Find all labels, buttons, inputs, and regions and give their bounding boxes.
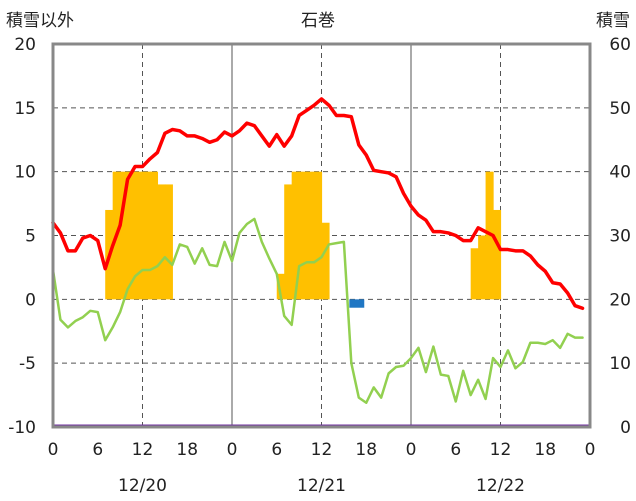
snowfall-bar bbox=[478, 235, 487, 300]
snowfall-bar bbox=[127, 171, 136, 300]
chart-title: 石巻 bbox=[301, 11, 335, 31]
left-tick-label: 15 bbox=[14, 99, 36, 119]
right-tick-label: 20 bbox=[609, 290, 631, 310]
right-axis-title: 積雪 bbox=[596, 11, 630, 31]
right-tick-label: 0 bbox=[620, 418, 631, 438]
left-tick-label: -5 bbox=[19, 354, 36, 374]
x-tick-label: 18 bbox=[176, 440, 198, 460]
right-tick-label: 10 bbox=[609, 354, 631, 374]
temperature-line bbox=[51, 97, 585, 311]
left-axis-ticks: 20 15 10 5 0 -5 -10 bbox=[8, 35, 36, 438]
plot-border bbox=[51, 42, 592, 429]
right-tick-label: 40 bbox=[609, 163, 631, 183]
snowfall-bar bbox=[164, 184, 173, 300]
left-tick-label: 5 bbox=[25, 227, 36, 247]
snowfall-bar bbox=[321, 222, 330, 300]
left-tick-label: 20 bbox=[14, 35, 36, 55]
x-tick-label: 0 bbox=[227, 440, 238, 460]
snowfall-bar bbox=[470, 248, 479, 300]
snowfall-bar bbox=[276, 273, 285, 300]
x-tick-label: 0 bbox=[406, 440, 417, 460]
date-label: 12/22 bbox=[476, 476, 525, 496]
secondary-line bbox=[51, 217, 584, 404]
left-tick-label: -10 bbox=[8, 418, 36, 438]
snowfall-bars bbox=[105, 171, 502, 308]
right-tick-label: 30 bbox=[609, 227, 631, 247]
snowfall-bar bbox=[314, 171, 323, 300]
date-label: 12/20 bbox=[118, 476, 167, 496]
plot-frame bbox=[51, 42, 592, 429]
x-tick-label: 0 bbox=[585, 440, 596, 460]
negative-bar bbox=[349, 299, 365, 308]
x-tick-label: 6 bbox=[271, 440, 282, 460]
left-axis-title: 積雪以外 bbox=[6, 11, 74, 31]
snowfall-bar bbox=[157, 184, 166, 300]
x-axis-ticks: 0 6 12 18 0 6 12 18 0 6 12 18 0 bbox=[48, 440, 596, 460]
snowfall-bar bbox=[291, 171, 300, 300]
right-axis-ticks: 60 50 40 30 20 10 0 bbox=[609, 35, 631, 438]
snowfall-bar bbox=[120, 171, 129, 300]
snowfall-bar bbox=[142, 171, 151, 300]
snowfall-bar bbox=[149, 171, 159, 300]
right-tick-label: 50 bbox=[609, 99, 631, 119]
snowfall-bar bbox=[135, 171, 144, 300]
left-tick-label: 10 bbox=[14, 163, 36, 183]
x-tick-label: 12 bbox=[311, 440, 333, 460]
snowfall-bar bbox=[306, 171, 315, 300]
x-tick-label: 6 bbox=[450, 440, 461, 460]
x-tick-label: 18 bbox=[534, 440, 556, 460]
x-tick-label: 12 bbox=[490, 440, 512, 460]
left-tick-label: 0 bbox=[25, 290, 36, 310]
x-tick-label: 6 bbox=[92, 440, 103, 460]
x-tick-label: 12 bbox=[132, 440, 154, 460]
snowfall-bar bbox=[299, 171, 308, 300]
date-label: 12/21 bbox=[297, 476, 346, 496]
date-labels: 12/20 12/21 12/22 bbox=[118, 476, 525, 496]
x-tick-label: 18 bbox=[355, 440, 377, 460]
snowfall-bar bbox=[493, 209, 502, 300]
right-tick-label: 60 bbox=[609, 35, 631, 55]
snowfall-bar bbox=[284, 184, 293, 300]
x-tick-label: 0 bbox=[48, 440, 59, 460]
